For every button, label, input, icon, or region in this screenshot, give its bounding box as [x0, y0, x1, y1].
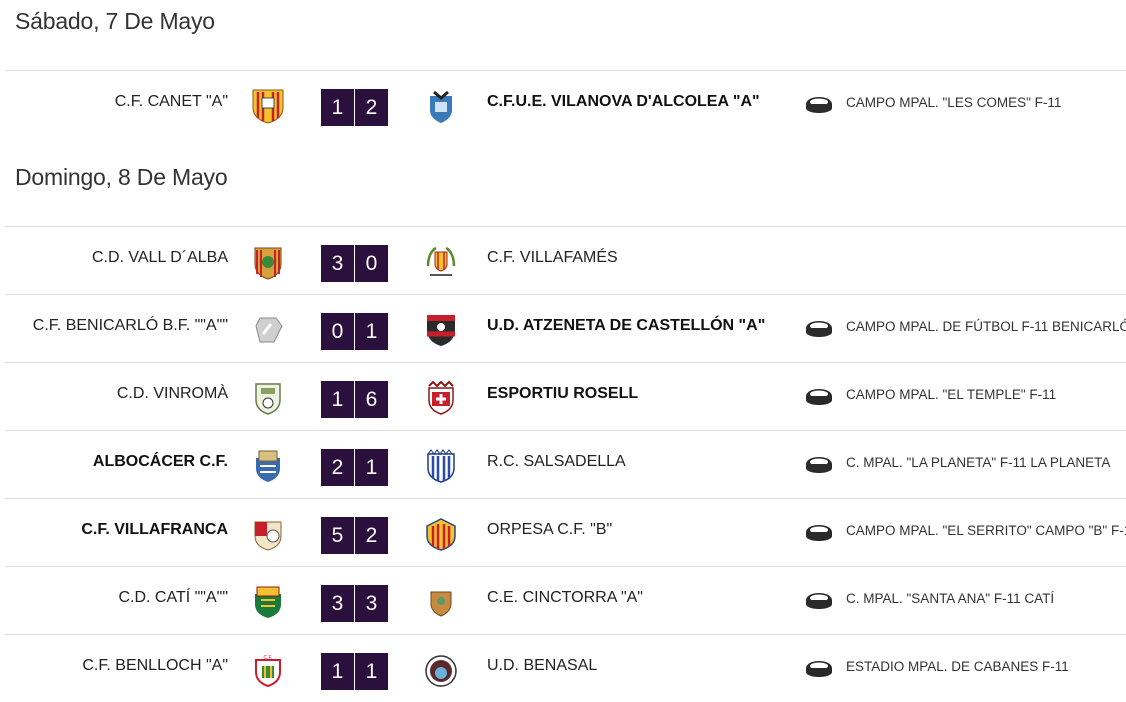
match-row[interactable]: C.F. BENLLOCH "A" C.F. 1 1 U.D. BENASAL ESTAD… [5, 634, 1126, 702]
match-row[interactable]: C.D. CATÍ ""A"" 3 3 C.E. CINCTORRA "A" C. MP… [5, 566, 1126, 634]
away-team-name[interactable]: C.F.U.E. VILANOVA D'ALCOLEA "A" [487, 93, 760, 110]
home-goals: 3 [321, 585, 354, 622]
stadium-icon [804, 590, 834, 610]
venue-name: CAMPO MPAL. "EL SERRITO" CAMPO "B" F-11 [846, 523, 1126, 538]
albocacer-crest [251, 448, 285, 484]
away-goals: 3 [355, 585, 388, 622]
home-team-name[interactable]: C.F. VILLAFRANCA [81, 521, 228, 538]
cati-crest [251, 584, 285, 620]
home-goals: 2 [321, 449, 354, 486]
away-goals: 0 [355, 245, 388, 282]
venue-name: CAMPO MPAL. "LES COMES" F-11 [846, 95, 1062, 110]
away-team-name[interactable]: U.D. BENASAL [487, 657, 598, 674]
rosell-crest [424, 380, 458, 416]
home-team-name[interactable]: C.D. VALL D´ALBA [91, 249, 228, 266]
away-goals: 2 [355, 517, 388, 554]
atzeneta-crest [424, 312, 458, 348]
match-row[interactable]: C.F. VILLAFRANCA 5 2 ORPESA C.F. "B" CAMPO M… [5, 498, 1126, 566]
away-goals: 6 [355, 381, 388, 418]
svg-text:C.F.: C.F. [264, 655, 273, 661]
match-row[interactable]: C.D. VINROMÀ 1 6 ESPORTIU ROSELL CAMPO MPAL.… [5, 362, 1126, 430]
match-row[interactable]: ALBOCÁCER C.F. 2 1 R.C. SALSADELLA C. MPAL. … [5, 430, 1126, 498]
home-team-name[interactable]: C.D. CATÍ ""A"" [118, 589, 228, 606]
villafames-crest [424, 244, 458, 280]
away-team-name[interactable]: U.D. ATZENETA DE CASTELLÓN "A" [487, 317, 766, 334]
home-goals: 1 [321, 89, 354, 126]
home-team-name[interactable]: C.D. VINROMÀ [116, 385, 228, 402]
day-title: Sábado, 7 De Mayo [15, 8, 215, 34]
home-team-name[interactable]: C.F. BENICARLÓ B.F. ""A"" [32, 317, 228, 334]
venue-name: CAMPO MPAL. DE FÚTBOL F-11 BENICARLÓ [846, 319, 1126, 334]
away-team-name[interactable]: C.F. VILLAFAMÉS [487, 249, 618, 266]
vilanova-crest [424, 88, 458, 124]
match-row[interactable]: C.F. BENICARLÓ B.F. ""A"" 0 1 U.D. ATZENETA… [5, 294, 1126, 362]
villafranca-crest [251, 516, 285, 552]
venue-name: CAMPO MPAL. "EL TEMPLE" F-11 [846, 387, 1057, 402]
away-team-name[interactable]: R.C. SALSADELLA [487, 453, 626, 470]
cinctorra-crest [424, 584, 458, 620]
match-row[interactable]: C.F. CANET "A" 1 2 C.F.U.E. VILANOVA D'ALCO… [5, 70, 1126, 138]
home-goals: 1 [321, 381, 354, 418]
orpesa-crest [424, 516, 458, 552]
home-team-name[interactable]: ALBOCÁCER C.F. [92, 453, 228, 470]
match-list: C.F. CANET "A" 1 2 C.F.U.E. VILANOVA D'ALCO… [5, 70, 1126, 138]
stadium-icon [804, 658, 834, 678]
away-team-name[interactable]: ESPORTIU ROSELL [487, 385, 639, 402]
canet-crest [251, 88, 285, 124]
away-goals: 1 [355, 449, 388, 486]
home-goals: 1 [321, 653, 354, 690]
away-team-name[interactable]: ORPESA C.F. "B" [487, 521, 613, 538]
stadium-icon [804, 522, 834, 542]
home-goals: 0 [321, 313, 354, 350]
stadium-icon [804, 318, 834, 338]
benlloch-crest: C.F. [251, 652, 285, 688]
away-goals: 1 [355, 653, 388, 690]
away-goals: 2 [355, 89, 388, 126]
match-row[interactable]: C.D. VALL D´ALBA 3 0 C.F. VILLAFAMÉS [5, 226, 1126, 294]
stadium-icon [804, 386, 834, 406]
venue-name: C. MPAL. "LA PLANETA" F-11 LA PLANETA [846, 455, 1111, 470]
stadium-icon [804, 454, 834, 474]
stadium-icon [804, 94, 834, 114]
home-team-name[interactable]: C.F. CANET "A" [114, 93, 228, 110]
venue-name: ESTADIO MPAL. DE CABANES F-11 [846, 659, 1069, 674]
home-goals: 3 [321, 245, 354, 282]
vall-dalba-crest [251, 244, 285, 280]
vinroma-crest [251, 380, 285, 416]
away-team-name[interactable]: C.E. CINCTORRA "A" [487, 589, 643, 606]
benicarlo-crest [251, 312, 285, 348]
away-goals: 1 [355, 313, 388, 350]
home-goals: 5 [321, 517, 354, 554]
salsadella-crest [424, 448, 458, 484]
venue-name: C. MPAL. "SANTA ANA" F-11 CATÍ [846, 591, 1055, 606]
home-team-name[interactable]: C.F. BENLLOCH "A" [82, 657, 228, 674]
benasal-crest [424, 652, 458, 688]
match-list: C.D. VALL D´ALBA 3 0 C.F. VILLAFAMÉS C.F. BE… [5, 226, 1126, 702]
day-title: Domingo, 8 De Mayo [15, 164, 228, 190]
